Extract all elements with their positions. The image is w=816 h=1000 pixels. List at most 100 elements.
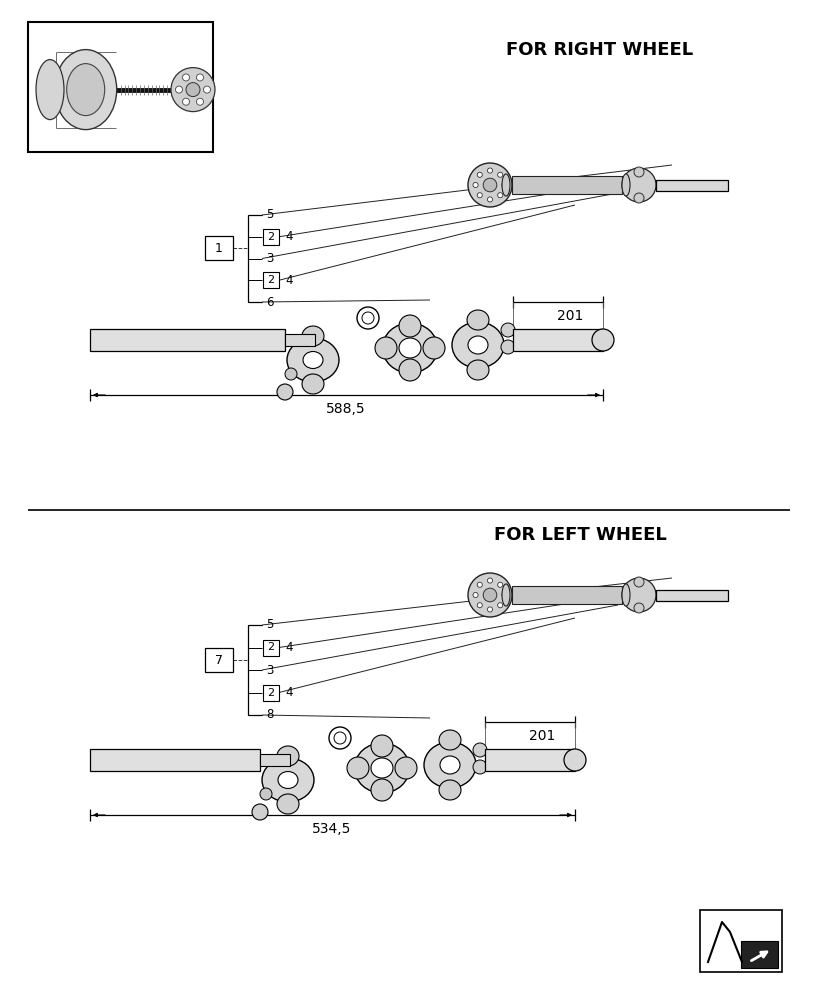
Circle shape [498, 582, 503, 587]
Text: FOR LEFT WHEEL: FOR LEFT WHEEL [494, 526, 667, 544]
Bar [263, 272, 279, 288]
Ellipse shape [439, 730, 461, 750]
Circle shape [423, 337, 445, 359]
Circle shape [477, 172, 482, 177]
Ellipse shape [468, 336, 488, 354]
Ellipse shape [502, 584, 510, 606]
Bar [263, 640, 279, 656]
Circle shape [171, 68, 215, 112]
Circle shape [498, 603, 503, 608]
Circle shape [399, 359, 421, 381]
Circle shape [502, 182, 507, 188]
Circle shape [498, 172, 503, 177]
Text: 4: 4 [286, 230, 293, 243]
Circle shape [473, 592, 478, 598]
Circle shape [483, 178, 497, 192]
Ellipse shape [354, 743, 410, 793]
Text: 2: 2 [268, 688, 274, 698]
Circle shape [186, 83, 200, 97]
Ellipse shape [424, 742, 476, 788]
Text: 2: 2 [268, 232, 274, 242]
Circle shape [487, 197, 493, 202]
Text: 4: 4 [286, 686, 293, 699]
Circle shape [277, 384, 293, 400]
Circle shape [483, 588, 497, 602]
Bar [90, 329, 285, 351]
Circle shape [622, 168, 656, 202]
Ellipse shape [502, 174, 510, 196]
Circle shape [473, 760, 487, 774]
Circle shape [502, 592, 507, 598]
Circle shape [634, 577, 644, 587]
Bar [513, 329, 603, 351]
Circle shape [260, 788, 272, 800]
Circle shape [347, 757, 369, 779]
Bar [205, 648, 233, 672]
Bar [700, 910, 782, 972]
Text: 588,5: 588,5 [326, 402, 366, 416]
Ellipse shape [399, 338, 421, 358]
Ellipse shape [303, 352, 323, 368]
Circle shape [487, 578, 493, 583]
Bar [263, 684, 279, 700]
Circle shape [399, 315, 421, 337]
Bar [512, 176, 622, 194]
Ellipse shape [278, 772, 298, 788]
Text: 2: 2 [268, 643, 274, 652]
Text: 3: 3 [266, 664, 273, 676]
Circle shape [564, 749, 586, 771]
Circle shape [487, 607, 493, 612]
Circle shape [634, 193, 644, 203]
Ellipse shape [262, 758, 314, 802]
Circle shape [371, 735, 393, 757]
Circle shape [498, 193, 503, 198]
Ellipse shape [622, 584, 630, 606]
Circle shape [477, 193, 482, 198]
Bar [656, 589, 728, 600]
Ellipse shape [36, 60, 64, 120]
Bar [28, 22, 213, 152]
Circle shape [197, 74, 203, 81]
Ellipse shape [383, 323, 437, 373]
Ellipse shape [452, 322, 504, 368]
Text: 2: 2 [268, 275, 274, 285]
Bar [656, 180, 728, 190]
Ellipse shape [371, 758, 393, 778]
Bar [260, 754, 290, 766]
Ellipse shape [55, 50, 117, 130]
Circle shape [468, 163, 512, 207]
Bar [205, 236, 233, 260]
Circle shape [285, 368, 297, 380]
Bar [741, 941, 778, 968]
Circle shape [473, 182, 478, 188]
Text: 4: 4 [286, 641, 293, 654]
Circle shape [357, 307, 379, 329]
Circle shape [395, 757, 417, 779]
Text: FOR RIGHT WHEEL: FOR RIGHT WHEEL [507, 41, 694, 59]
Circle shape [487, 168, 493, 173]
Circle shape [252, 804, 268, 820]
Text: 8: 8 [266, 708, 273, 722]
Circle shape [197, 98, 203, 105]
Circle shape [203, 86, 211, 93]
Circle shape [183, 98, 189, 105]
Circle shape [175, 86, 183, 93]
Circle shape [634, 603, 644, 613]
Circle shape [501, 323, 515, 337]
Circle shape [477, 582, 482, 587]
Bar [285, 334, 315, 346]
Text: 6: 6 [266, 296, 273, 308]
Ellipse shape [439, 780, 461, 800]
Text: 3: 3 [266, 252, 273, 265]
Ellipse shape [467, 360, 489, 380]
Circle shape [501, 340, 515, 354]
Circle shape [375, 337, 397, 359]
Text: 534,5: 534,5 [313, 822, 352, 836]
Text: 7: 7 [215, 654, 223, 666]
Text: 4: 4 [286, 274, 293, 287]
Ellipse shape [302, 326, 324, 346]
Ellipse shape [287, 338, 339, 382]
Ellipse shape [440, 756, 460, 774]
Bar [485, 749, 575, 771]
Circle shape [329, 727, 351, 749]
